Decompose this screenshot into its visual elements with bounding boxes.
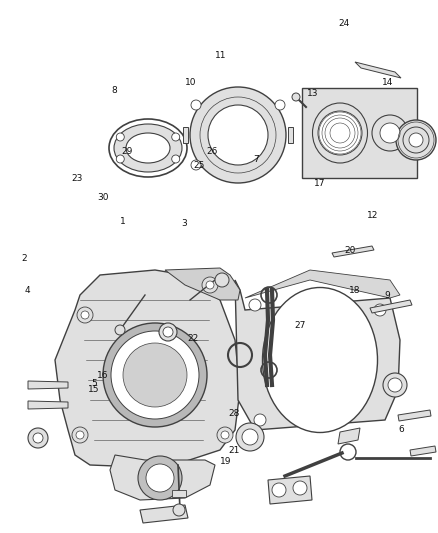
Text: 10: 10 — [185, 78, 196, 87]
Text: 25: 25 — [194, 161, 205, 169]
Circle shape — [173, 504, 185, 516]
Circle shape — [292, 93, 300, 101]
Circle shape — [172, 155, 180, 163]
Circle shape — [77, 307, 93, 323]
Circle shape — [191, 160, 201, 170]
Polygon shape — [183, 127, 188, 143]
Text: 6: 6 — [398, 425, 404, 433]
Polygon shape — [28, 401, 68, 409]
Polygon shape — [268, 476, 312, 504]
Text: 21: 21 — [229, 446, 240, 455]
Circle shape — [293, 481, 307, 495]
Text: 17: 17 — [314, 180, 325, 188]
Circle shape — [374, 304, 386, 316]
Circle shape — [208, 105, 268, 165]
Text: 28: 28 — [229, 409, 240, 417]
Circle shape — [383, 373, 407, 397]
Polygon shape — [245, 270, 400, 298]
Text: 1: 1 — [120, 217, 126, 225]
Text: 3: 3 — [181, 220, 187, 228]
Text: 2: 2 — [21, 254, 27, 263]
Circle shape — [76, 431, 84, 439]
Text: 26: 26 — [207, 148, 218, 156]
Polygon shape — [28, 381, 68, 389]
Circle shape — [72, 427, 88, 443]
Circle shape — [249, 299, 261, 311]
Polygon shape — [355, 62, 401, 78]
Circle shape — [217, 427, 233, 443]
Polygon shape — [338, 428, 360, 444]
Circle shape — [403, 127, 429, 153]
Circle shape — [388, 378, 402, 392]
Circle shape — [172, 133, 180, 141]
Polygon shape — [110, 455, 215, 500]
Circle shape — [28, 428, 48, 448]
Circle shape — [163, 327, 173, 337]
Circle shape — [215, 273, 229, 287]
Text: 12: 12 — [367, 212, 378, 220]
Text: 4: 4 — [25, 286, 30, 295]
Text: 9: 9 — [385, 292, 391, 300]
Text: 7: 7 — [253, 156, 259, 164]
Text: 22: 22 — [187, 334, 198, 343]
Polygon shape — [172, 490, 186, 497]
Circle shape — [81, 311, 89, 319]
Circle shape — [380, 123, 400, 143]
Circle shape — [389, 379, 401, 391]
Circle shape — [236, 423, 264, 451]
Polygon shape — [410, 446, 436, 456]
Text: 11: 11 — [215, 52, 227, 60]
Circle shape — [206, 281, 214, 289]
Circle shape — [202, 277, 218, 293]
Text: 29: 29 — [121, 148, 133, 156]
Polygon shape — [235, 280, 400, 430]
Circle shape — [275, 100, 285, 110]
Circle shape — [318, 111, 362, 155]
Circle shape — [123, 343, 187, 407]
Polygon shape — [165, 268, 240, 300]
Text: 20: 20 — [345, 246, 356, 255]
Text: 5: 5 — [91, 379, 97, 388]
Polygon shape — [398, 410, 431, 421]
Circle shape — [116, 133, 124, 141]
Text: 15: 15 — [88, 385, 100, 393]
Polygon shape — [55, 270, 240, 468]
Circle shape — [103, 323, 207, 427]
Text: 23: 23 — [71, 174, 82, 183]
Bar — [302, 88, 417, 178]
Circle shape — [138, 456, 182, 500]
Text: 16: 16 — [97, 372, 109, 380]
Text: 13: 13 — [307, 89, 319, 98]
Circle shape — [242, 429, 258, 445]
Text: 18: 18 — [349, 286, 360, 295]
Text: 27: 27 — [294, 321, 306, 329]
Circle shape — [190, 87, 286, 183]
Circle shape — [146, 464, 174, 492]
Circle shape — [396, 120, 436, 160]
Circle shape — [272, 483, 286, 497]
Polygon shape — [140, 505, 188, 523]
Text: 24: 24 — [338, 20, 350, 28]
Ellipse shape — [114, 124, 182, 172]
Ellipse shape — [312, 103, 367, 163]
Circle shape — [254, 414, 266, 426]
Polygon shape — [288, 127, 293, 143]
Polygon shape — [370, 300, 412, 313]
Text: 14: 14 — [382, 78, 393, 87]
Circle shape — [372, 115, 408, 151]
Circle shape — [221, 431, 229, 439]
Circle shape — [159, 323, 177, 341]
Text: 30: 30 — [97, 193, 109, 201]
Circle shape — [116, 155, 124, 163]
Circle shape — [33, 433, 43, 443]
Text: 19: 19 — [220, 457, 231, 465]
Circle shape — [409, 133, 423, 147]
Circle shape — [111, 331, 199, 419]
Ellipse shape — [262, 287, 378, 432]
Text: 8: 8 — [111, 86, 117, 95]
Circle shape — [191, 100, 201, 110]
Polygon shape — [332, 246, 374, 257]
Ellipse shape — [126, 133, 170, 163]
Circle shape — [115, 325, 125, 335]
